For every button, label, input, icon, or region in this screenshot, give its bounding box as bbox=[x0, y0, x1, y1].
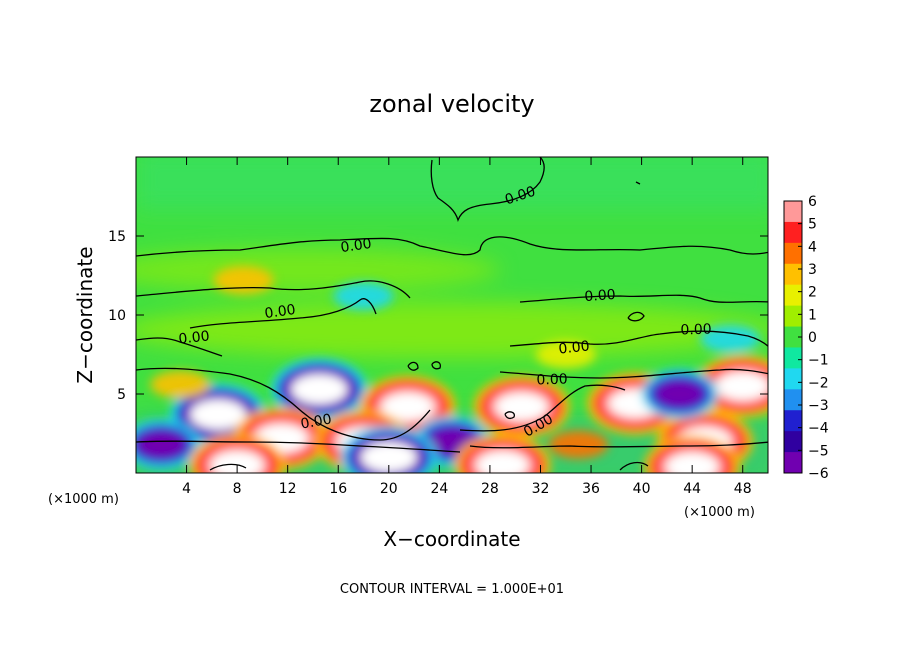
contour-lines bbox=[136, 157, 768, 471]
plot-field bbox=[136, 157, 768, 473]
contour-label: 0.00 bbox=[340, 236, 373, 256]
y-tick-label: 15 bbox=[108, 229, 126, 245]
colorbar-swatch bbox=[784, 284, 802, 307]
colorbar-tick-label: 0 bbox=[808, 330, 817, 346]
colorbar-tick-label: −6 bbox=[808, 466, 829, 482]
colorbar-tick-label: 6 bbox=[808, 194, 817, 210]
colorbar-tick-label: 3 bbox=[808, 262, 817, 278]
colorbar: 6 5 4 3 2 1 0 −1 −2 −3 −4 −5 −6 bbox=[783, 194, 829, 482]
colorbar-swatch bbox=[784, 452, 802, 474]
colorbar-swatch bbox=[784, 431, 802, 453]
axis-tick-marks bbox=[136, 157, 768, 473]
contour-label: 0.00 bbox=[558, 338, 591, 357]
colorbar-swatch bbox=[784, 263, 802, 286]
x-tick-label: 28 bbox=[481, 481, 499, 497]
contour-label: 0.00 bbox=[536, 371, 568, 388]
y-tick-label: 5 bbox=[117, 387, 126, 403]
field-feature bbox=[271, 358, 368, 421]
contour-label: 0.00 bbox=[299, 411, 332, 432]
x-tick-label: 12 bbox=[279, 481, 297, 497]
colorbar-tick-label: −3 bbox=[808, 398, 829, 414]
chart-title: zonal velocity bbox=[369, 90, 534, 118]
contour-labels: 0.000.000.000.000.000.000.000.000.000.00 bbox=[178, 184, 712, 441]
contour-label: 0.00 bbox=[584, 287, 616, 305]
contour-label: 0.00 bbox=[680, 321, 712, 338]
field-feature bbox=[333, 282, 394, 311]
y-axis-label: Z−coordinate bbox=[73, 246, 97, 383]
colorbar-swatch bbox=[784, 368, 802, 390]
colorbar-tick-label: −4 bbox=[808, 421, 829, 437]
x-tick-label: 4 bbox=[182, 481, 191, 497]
x-tick-label: 32 bbox=[532, 481, 550, 497]
field-feature bbox=[535, 340, 596, 369]
x-tick-label: 8 bbox=[233, 481, 242, 497]
field-feature bbox=[641, 369, 718, 419]
colorbar-swatch bbox=[784, 410, 802, 432]
x-tick-label: 24 bbox=[430, 481, 448, 497]
colorbar-tick-label: 4 bbox=[808, 239, 817, 255]
x-tick-label: 44 bbox=[683, 481, 701, 497]
x-tick-label: 16 bbox=[329, 481, 347, 497]
colorbar-tick-label: −5 bbox=[808, 443, 829, 459]
field-feature bbox=[150, 370, 211, 399]
colorbar-swatch bbox=[784, 305, 802, 328]
field-feature bbox=[548, 430, 609, 459]
colorbar-swatch bbox=[784, 389, 802, 411]
x-axis-ticks: 4 8 12 16 20 24 28 32 36 40 44 48 bbox=[182, 481, 752, 497]
colorbar-tick-label: −2 bbox=[808, 375, 829, 391]
colorbar-swatch bbox=[784, 347, 802, 369]
field-feature bbox=[136, 419, 200, 470]
y-axis-ticks: 5 10 15 bbox=[108, 229, 126, 403]
field-feature bbox=[340, 426, 437, 473]
colorbar-tick-label: 5 bbox=[808, 217, 817, 233]
contour-label: 0.00 bbox=[264, 302, 297, 322]
contour-interval-footer: CONTOUR INTERVAL = 1.000E+01 bbox=[340, 582, 564, 597]
contour-label: 0.00 bbox=[178, 328, 211, 347]
x-scale-note-left: (×1000 m) bbox=[48, 492, 119, 507]
colorbar-swatch bbox=[784, 221, 802, 244]
x-scale-note-right: (×1000 m) bbox=[684, 505, 755, 520]
field-feature bbox=[473, 375, 570, 438]
colorbar-tick-label: −1 bbox=[808, 353, 829, 369]
y-tick-label: 10 bbox=[108, 308, 126, 324]
x-tick-label: 20 bbox=[380, 481, 398, 497]
x-tick-label: 36 bbox=[582, 481, 600, 497]
field-feature bbox=[213, 266, 274, 295]
colorbar-tick-label: 1 bbox=[808, 307, 817, 323]
x-tick-label: 40 bbox=[633, 481, 651, 497]
x-tick-label: 48 bbox=[734, 481, 752, 497]
field-feature bbox=[189, 434, 286, 473]
colorbar-swatch bbox=[784, 201, 802, 223]
x-axis-label: X−coordinate bbox=[383, 527, 520, 551]
colorbar-swatch bbox=[784, 242, 802, 265]
colorbar-swatch bbox=[784, 326, 802, 348]
colorbar-tick-label: 2 bbox=[808, 285, 817, 301]
